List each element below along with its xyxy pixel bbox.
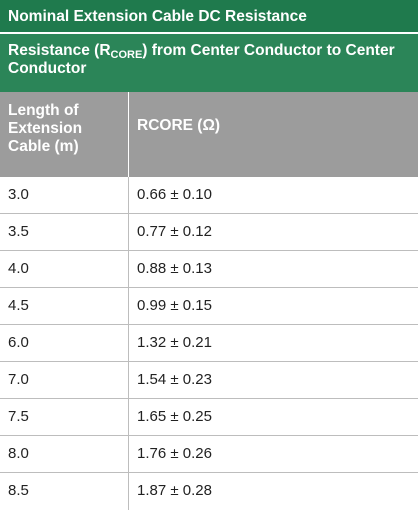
table-row: 8.0 1.76 ± 0.26 [0, 436, 418, 473]
cell-rcore: 0.77 ± 0.12 [137, 223, 212, 240]
cell-length: 4.5 [0, 288, 129, 324]
table-row: 3.5 0.77 ± 0.12 [0, 214, 418, 251]
cell-length: 3.0 [0, 177, 129, 213]
cell-length: 7.5 [0, 399, 129, 435]
table-row: 7.0 1.54 ± 0.23 [0, 362, 418, 399]
table-body: 3.0 0.66 ± 0.10 3.5 0.77 ± 0.12 4.0 0.88… [0, 177, 418, 510]
table-row: 8.5 1.87 ± 0.28 [0, 473, 418, 510]
table-row: 4.5 0.99 ± 0.15 [0, 288, 418, 325]
table-row: 4.0 0.88 ± 0.13 [0, 251, 418, 288]
subtitle-suffix: ) from Center Conductor to Center Conduc… [8, 42, 395, 77]
cell-rcore: 1.32 ± 0.21 [137, 334, 212, 351]
cell-length: 8.5 [0, 473, 129, 510]
cell-rcore: 1.76 ± 0.26 [137, 445, 212, 462]
cell-rcore: 1.54 ± 0.23 [137, 371, 212, 388]
cell-length: 6.0 [0, 325, 129, 361]
cell-rcore: 0.66 ± 0.10 [137, 186, 212, 203]
table-row: 3.0 0.66 ± 0.10 [0, 177, 418, 214]
header-length: Length of Extension Cable (m) [0, 92, 129, 177]
table-title: Nominal Extension Cable DC Resistance [0, 0, 418, 34]
header-rcore: RCORE (Ω) [137, 117, 221, 134]
table-header-row: Length of Extension Cable (m) RCORE (Ω) [0, 92, 418, 177]
cell-length: 7.0 [0, 362, 129, 398]
cell-length: 3.5 [0, 214, 129, 250]
cell-length: 4.0 [0, 251, 129, 287]
cell-rcore: 1.65 ± 0.25 [137, 408, 212, 425]
cell-rcore: 0.88 ± 0.13 [137, 260, 212, 277]
cell-length: 8.0 [0, 436, 129, 472]
table-row: 7.5 1.65 ± 0.25 [0, 399, 418, 436]
cell-rcore: 0.99 ± 0.15 [137, 297, 212, 314]
table-row: 6.0 1.32 ± 0.21 [0, 325, 418, 362]
subtitle-subscript: CORE [110, 49, 143, 61]
cell-rcore: 1.87 ± 0.28 [137, 482, 212, 499]
table-subtitle: Resistance (RCORE) from Center Conductor… [0, 34, 418, 92]
subtitle-prefix: Resistance (R [8, 42, 111, 59]
